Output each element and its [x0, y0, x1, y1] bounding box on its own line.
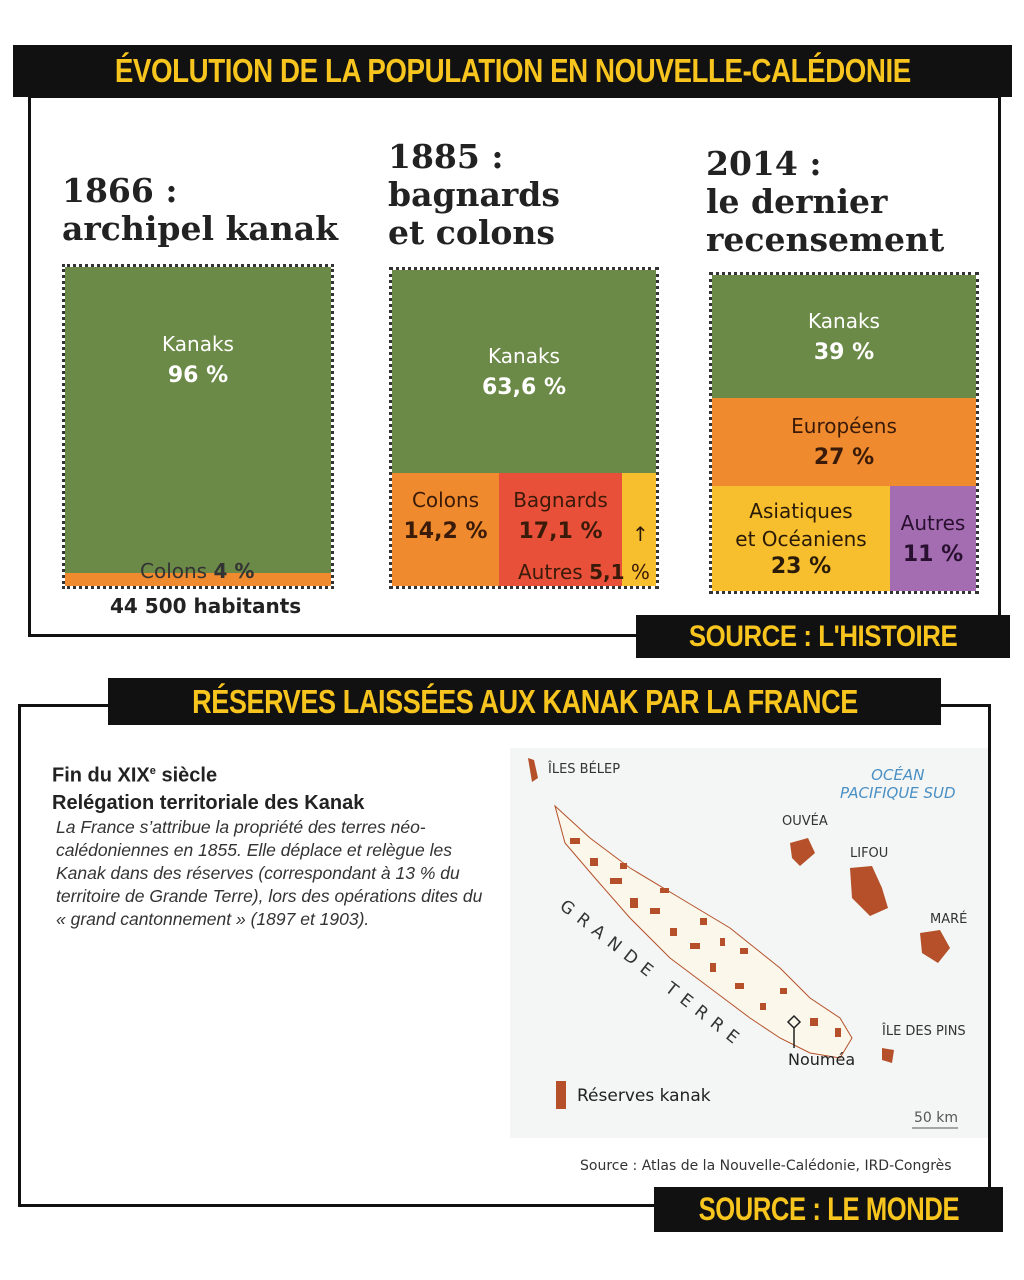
reserves-description: La France s’attribue la propriété des te…: [56, 817, 483, 929]
subtitle: archipel kanak: [62, 209, 338, 248]
label-belep: ÎLES BÉLEP: [548, 762, 621, 777]
panel-1885-mosaic: Kanaks 63,6 % Colons 14,2 % Bagnards 17,1 %…: [389, 267, 659, 589]
autres-label: Autres 5,1 %: [518, 560, 650, 584]
segment-kanaks: Kanaks 63,6 %: [392, 270, 656, 473]
reserves-title: Réserves laissées aux Kanak par la Franc…: [191, 682, 858, 720]
reserves-title-banner: Réserves laissées aux Kanak par la Franc…: [108, 678, 941, 725]
label-pins: ÎLE DES PINS: [882, 1024, 966, 1039]
segment-colons: [65, 573, 331, 586]
panel-2014-title: 2014 : le dernier recensement: [706, 144, 945, 259]
panel-1866-mosaic: Kanaks 96 % Colons 4 %: [62, 264, 334, 589]
mare-island: [920, 930, 950, 963]
segment-autres: Autres 11 %: [890, 486, 976, 591]
source-lemonde-banner: Source : Le Monde: [654, 1187, 1003, 1232]
segment-bagnards: Bagnards 17,1 %: [499, 473, 622, 586]
label-lifou: LIFOU: [850, 846, 889, 861]
noumea-marker-icon: [786, 1014, 802, 1048]
label-noumea: Nouméa: [788, 1050, 856, 1069]
map: ÎLES BÉLEP OCÉAN PACIFIQUE SUD OUVÉA LIFO…: [510, 748, 988, 1138]
legend-swatch: [556, 1081, 566, 1109]
segment-kanaks: Kanaks 39 %: [712, 275, 976, 398]
segment-asiatiques-oceaniens: Asiatiques et Océaniens 23 %: [712, 486, 890, 591]
label-mare: MARÉ: [930, 912, 968, 927]
segment-europeens: Européens 27 %: [712, 398, 976, 486]
panel-1885-title: 1885 : bagnards et colons: [388, 137, 560, 252]
ouvea-island: [790, 838, 815, 866]
colons-label: Colons 4 %: [140, 559, 255, 583]
scale-label: 50 km: [914, 1110, 959, 1126]
total-inhabitants: 44 500 habitants: [110, 594, 302, 618]
panel-1866-title: 1866 : archipel kanak: [62, 172, 338, 248]
year-label: 1866 :: [62, 171, 178, 210]
source-lhistoire-banner: Source : L'Histoire: [636, 615, 1010, 658]
reserves-heading: Fin du XIXe siècle Relégation territoria…: [52, 764, 365, 814]
label-ouvea: OUVÉA: [782, 814, 828, 829]
map-credit: Source : Atlas de la Nouvelle-Calédonie,…: [580, 1158, 952, 1174]
reserves-marks: [528, 758, 950, 1109]
new-caledonia-map: [528, 758, 958, 1129]
legend-label: Réserves kanak: [577, 1086, 711, 1106]
label-ocean: OCÉAN PACIFIQUE SUD: [840, 766, 956, 802]
pins-island: [882, 1048, 894, 1063]
arrow-up-icon: ↑: [632, 522, 649, 546]
population-title-banner: Évolution de la population en Nouvelle-C…: [13, 45, 1012, 97]
segment-kanaks: Kanaks 96 %: [65, 267, 331, 573]
belep-island: [528, 758, 538, 782]
source-lemonde: Source : Le Monde: [698, 1191, 959, 1227]
segment-colons: Colons 14,2 %: [392, 473, 499, 586]
panel-2014-mosaic: Kanaks 39 % Européens 27 % Asiatiques et Oc…: [709, 272, 979, 594]
segment-autres: [622, 473, 656, 586]
grande-terre-island: [554, 804, 853, 1059]
population-title: Évolution de la population en Nouvelle-C…: [114, 52, 911, 89]
lifou-island: [850, 866, 888, 916]
source-lhistoire: Source : L'Histoire: [688, 619, 958, 653]
